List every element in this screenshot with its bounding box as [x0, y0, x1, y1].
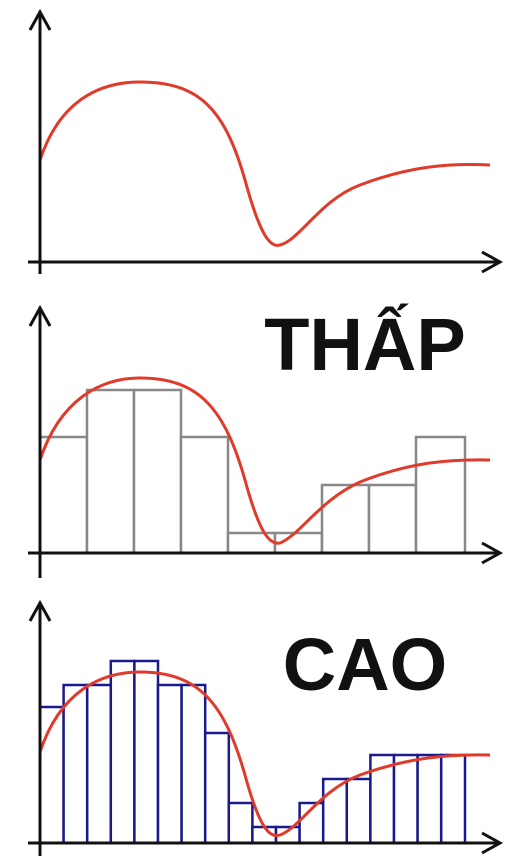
bar [179, 435, 230, 555]
panel-low: THẤP [28, 303, 504, 578]
bar [156, 683, 183, 845]
bar [38, 435, 89, 555]
x-axis [28, 541, 504, 565]
bar [439, 753, 467, 845]
y-axis [28, 304, 52, 578]
signal-curve [38, 80, 491, 247]
high-bars [38, 659, 467, 845]
bar [62, 683, 89, 845]
bar [320, 483, 371, 555]
signal-curve [38, 376, 491, 545]
bar [392, 753, 419, 845]
bar [227, 801, 254, 845]
bar [180, 683, 207, 845]
low-bars [38, 388, 467, 555]
panel-high: CAO [28, 599, 504, 856]
bar [132, 388, 183, 555]
signal-curve [38, 670, 491, 838]
bar [416, 753, 443, 845]
x-axis [28, 831, 504, 855]
y-axis [28, 8, 52, 274]
bar [414, 435, 467, 555]
bar [345, 777, 372, 845]
high-label: CAO [283, 623, 447, 706]
bar [85, 683, 113, 845]
bar [133, 659, 160, 845]
x-axis [28, 250, 504, 274]
bar [367, 483, 418, 555]
bar [203, 731, 231, 845]
low-label: THẤP [264, 303, 465, 386]
bar [109, 659, 136, 845]
panel-signal [28, 8, 504, 274]
bar [85, 388, 136, 555]
y-axis [28, 599, 52, 856]
